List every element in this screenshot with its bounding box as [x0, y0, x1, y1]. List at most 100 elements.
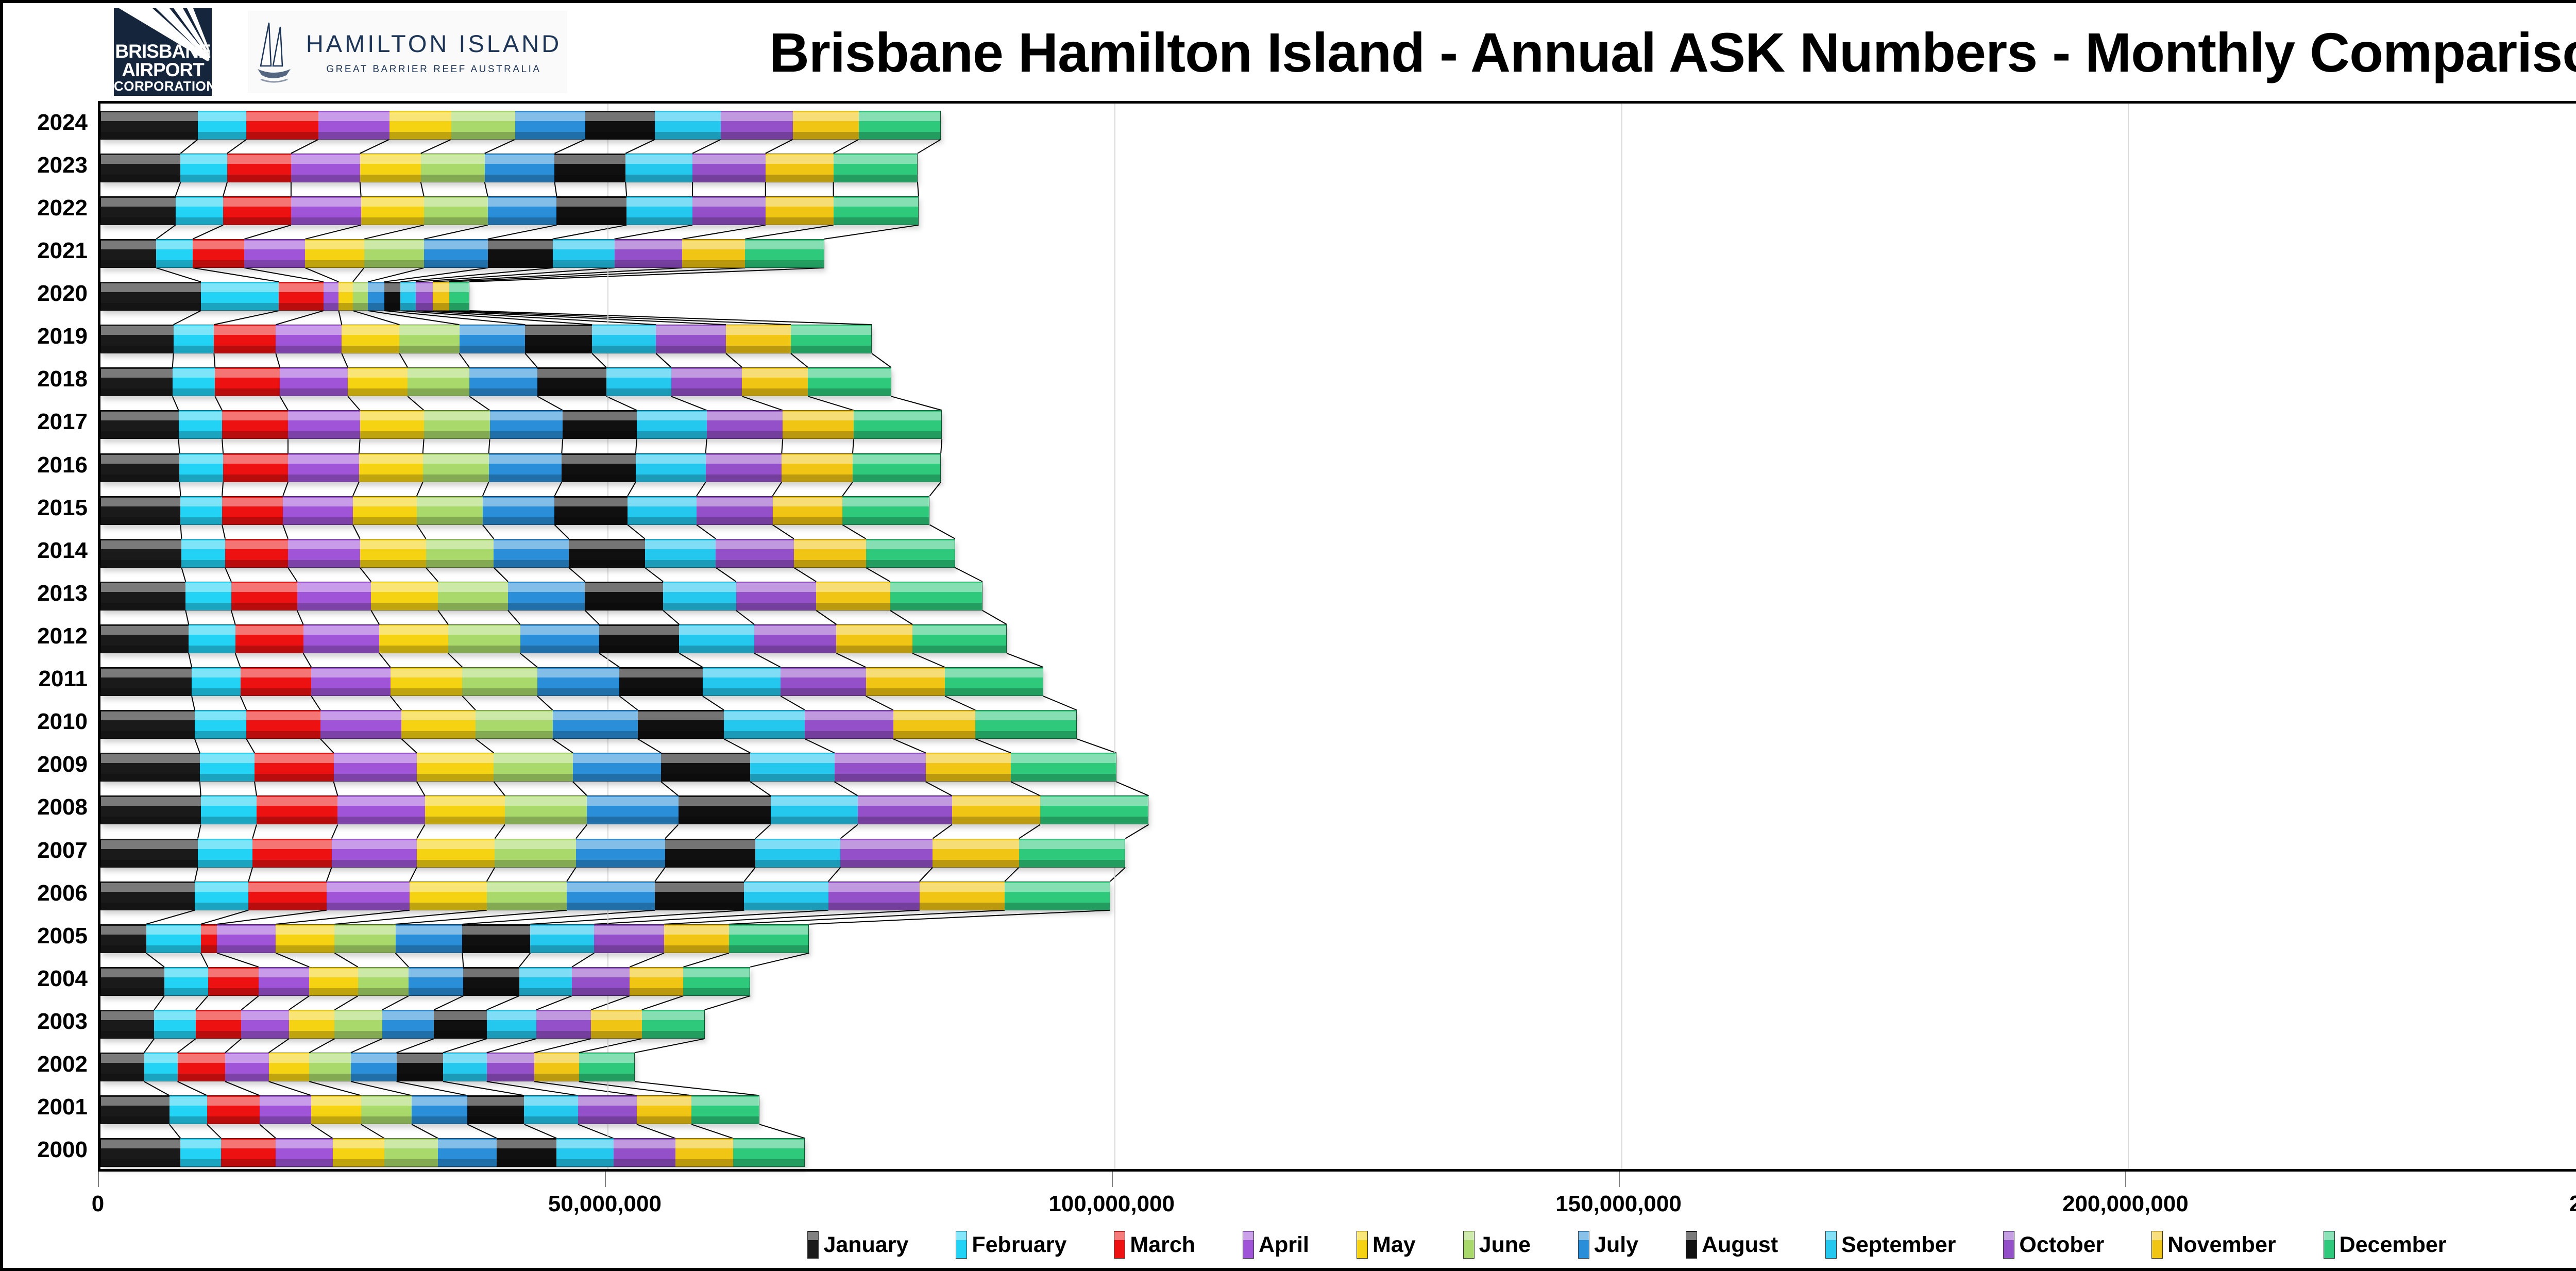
- bar-segment-january[interactable]: [100, 496, 181, 525]
- bar-segment-december[interactable]: [683, 967, 751, 996]
- legend-item-march[interactable]: March: [1114, 1231, 1195, 1259]
- bar-segment-march[interactable]: [279, 282, 324, 311]
- stacked-bar-row[interactable]: [100, 667, 1043, 697]
- bar-segment-april[interactable]: [276, 1138, 333, 1167]
- bar-segment-april[interactable]: [297, 581, 371, 611]
- bar-segment-december[interactable]: [733, 1138, 805, 1167]
- bar-segment-june[interactable]: [416, 496, 483, 525]
- bar-segment-march[interactable]: [248, 881, 327, 910]
- bar-segment-may[interactable]: [389, 110, 451, 140]
- stacked-bar-row[interactable]: [100, 838, 1126, 868]
- bar-segment-january[interactable]: [100, 538, 182, 568]
- bar-segment-june[interactable]: [438, 581, 508, 611]
- bar-segment-december[interactable]: [866, 538, 955, 568]
- bar-segment-december[interactable]: [1019, 838, 1126, 868]
- bar-segment-november[interactable]: [636, 1095, 692, 1125]
- bar-segment-april[interactable]: [323, 282, 339, 311]
- bar-segment-september[interactable]: [750, 753, 835, 782]
- bar-segment-august[interactable]: [487, 239, 553, 268]
- bar-segment-july[interactable]: [423, 239, 488, 268]
- bar-segment-february[interactable]: [199, 753, 255, 782]
- bar-segment-march[interactable]: [255, 753, 334, 782]
- bar-segment-august[interactable]: [637, 710, 724, 739]
- bar-segment-december[interactable]: [975, 710, 1077, 739]
- bar-segment-september[interactable]: [636, 410, 707, 439]
- bar-segment-december[interactable]: [808, 367, 891, 397]
- bar-segment-december[interactable]: [842, 496, 930, 525]
- legend-item-may[interactable]: May: [1357, 1231, 1416, 1259]
- bar-segment-march[interactable]: [214, 325, 276, 354]
- bar-segment-august[interactable]: [467, 1095, 524, 1125]
- bar-segment-april[interactable]: [244, 239, 306, 268]
- bar-segment-august[interactable]: [661, 753, 751, 782]
- bar-segment-may[interactable]: [359, 453, 423, 482]
- bar-segment-february[interactable]: [194, 881, 249, 910]
- bar-segment-may[interactable]: [425, 795, 505, 825]
- bar-segment-july[interactable]: [488, 453, 562, 482]
- bar-segment-september[interactable]: [606, 367, 671, 397]
- bar-segment-april[interactable]: [291, 196, 361, 225]
- bar-segment-march[interactable]: [222, 410, 288, 439]
- bar-segment-november[interactable]: [782, 453, 853, 482]
- bar-segment-july[interactable]: [575, 838, 665, 868]
- bar-segment-october[interactable]: [656, 325, 726, 354]
- bar-segment-october[interactable]: [614, 239, 683, 268]
- bar-segment-july[interactable]: [395, 924, 463, 953]
- bar-segment-september[interactable]: [552, 239, 615, 268]
- bar-segment-march[interactable]: [223, 453, 288, 482]
- legend-item-february[interactable]: February: [956, 1231, 1066, 1259]
- bar-segment-march[interactable]: [195, 1010, 242, 1039]
- bar-segment-november[interactable]: [792, 110, 859, 140]
- bar-segment-october[interactable]: [736, 581, 817, 611]
- bar-segment-june[interactable]: [462, 667, 538, 697]
- bar-segment-march[interactable]: [225, 538, 288, 568]
- bar-segment-march[interactable]: [200, 924, 217, 953]
- bar-segment-june[interactable]: [334, 924, 396, 953]
- bar-segment-february[interactable]: [179, 453, 224, 482]
- bar-segment-february[interactable]: [189, 624, 235, 653]
- bar-segment-august[interactable]: [463, 967, 519, 996]
- bar-segment-december[interactable]: [890, 581, 982, 611]
- bar-segment-february[interactable]: [194, 710, 247, 739]
- bar-segment-february[interactable]: [185, 581, 231, 611]
- bar-segment-september[interactable]: [755, 838, 841, 868]
- bar-segment-september[interactable]: [663, 581, 736, 611]
- bar-segment-july[interactable]: [382, 1010, 434, 1039]
- bar-segment-june[interactable]: [384, 1138, 438, 1167]
- bar-segment-october[interactable]: [754, 624, 837, 653]
- bar-segment-october[interactable]: [613, 1138, 675, 1167]
- bar-segment-january[interactable]: [100, 753, 200, 782]
- bar-segment-august[interactable]: [585, 110, 655, 140]
- bar-segment-november[interactable]: [952, 795, 1040, 825]
- bar-segment-june[interactable]: [423, 410, 490, 439]
- bar-segment-january[interactable]: [100, 1095, 170, 1125]
- bar-segment-january[interactable]: [100, 282, 201, 311]
- bar-segment-october[interactable]: [692, 196, 766, 225]
- bar-segment-november[interactable]: [725, 325, 791, 354]
- bar-segment-december[interactable]: [1010, 753, 1116, 782]
- bar-segment-january[interactable]: [100, 967, 164, 996]
- bar-segment-january[interactable]: [100, 667, 192, 697]
- bar-segment-may[interactable]: [416, 753, 494, 782]
- bar-segment-may[interactable]: [348, 367, 408, 397]
- bar-segment-july[interactable]: [350, 1053, 397, 1082]
- bar-segment-november[interactable]: [919, 881, 1005, 910]
- bar-segment-january[interactable]: [100, 924, 146, 953]
- bar-segment-december[interactable]: [1005, 881, 1110, 910]
- bar-segment-august[interactable]: [556, 196, 627, 225]
- bar-segment-march[interactable]: [207, 1095, 260, 1125]
- bar-segment-february[interactable]: [146, 924, 201, 953]
- stacked-bar-row[interactable]: [100, 110, 941, 140]
- bar-segment-november[interactable]: [664, 924, 729, 953]
- bar-segment-september[interactable]: [626, 196, 693, 225]
- bar-segment-june[interactable]: [358, 967, 409, 996]
- bar-segment-may[interactable]: [311, 1095, 361, 1125]
- bar-segment-october[interactable]: [805, 710, 893, 739]
- bar-segment-october[interactable]: [536, 1010, 591, 1039]
- bar-segment-june[interactable]: [494, 753, 573, 782]
- legend-item-june[interactable]: June: [1463, 1231, 1531, 1259]
- bar-segment-march[interactable]: [177, 1053, 225, 1082]
- bar-segment-september[interactable]: [443, 1053, 487, 1082]
- bar-segment-february[interactable]: [200, 282, 279, 311]
- bar-segment-march[interactable]: [208, 967, 259, 996]
